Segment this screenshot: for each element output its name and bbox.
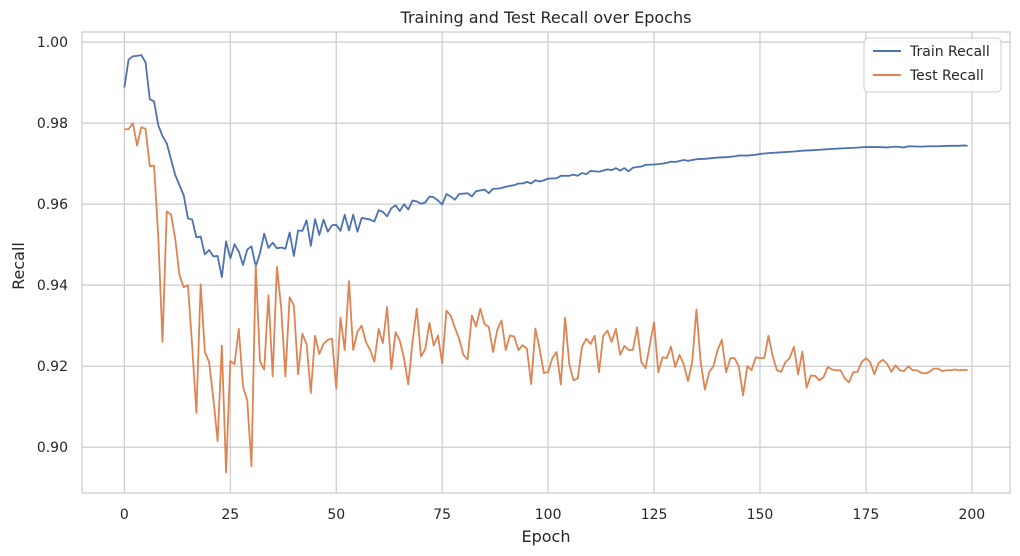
series-lines [123, 54, 968, 474]
y-tick-label: 0.90 [37, 440, 68, 456]
grid-lines [82, 32, 1010, 493]
legend: Train Recall Test Recall [863, 37, 1002, 93]
plot-frame [81, 31, 1011, 494]
x-tick-label: 100 [535, 507, 562, 523]
y-tick-label: 1.00 [37, 35, 68, 51]
x-tick-label: 175 [853, 507, 880, 523]
y-tick-label: 0.92 [37, 359, 68, 375]
train-recall-line [123, 54, 968, 278]
chart-title: Training and Test Recall over Epochs [400, 8, 692, 27]
y-tick-labels: 0.90 0.92 0.94 0.96 0.98 1.00 [37, 35, 68, 456]
legend-test-recall-label: Test Recall [909, 68, 984, 84]
y-tick-label: 0.98 [37, 116, 68, 132]
legend-train-recall-label: Train Recall [909, 44, 990, 60]
x-tick-labels: 0 25 50 75 100 125 150 175 200 [120, 507, 985, 523]
x-axis-title: Epoch [522, 527, 571, 546]
x-tick-label: 25 [221, 507, 239, 523]
x-tick-label: 125 [641, 507, 668, 523]
x-tick-label: 0 [120, 507, 129, 523]
y-tick-label: 0.96 [37, 197, 68, 213]
test-recall-line [124, 122, 968, 474]
x-tick-label: 150 [747, 507, 774, 523]
x-tick-label: 75 [433, 507, 451, 523]
x-tick-label: 50 [327, 507, 345, 523]
y-tick-label: 0.94 [37, 278, 68, 294]
y-axis-title: Recall [9, 242, 28, 290]
x-tick-label: 200 [958, 507, 985, 523]
